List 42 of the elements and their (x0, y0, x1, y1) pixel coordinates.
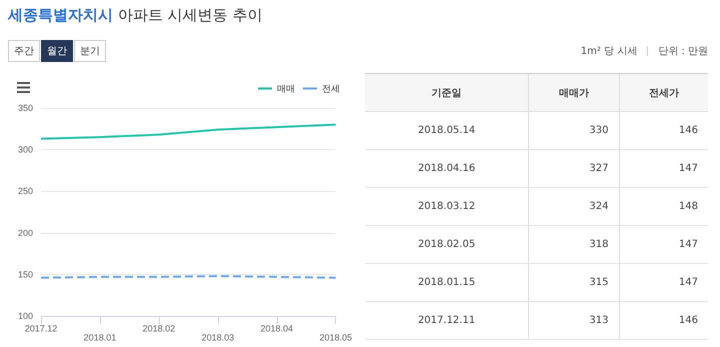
text: 1m² 당 시세 (580, 46, 638, 57)
x-tick-label: 2017.12 (24, 324, 58, 334)
x-tick-label: 2018.03 (202, 332, 234, 342)
legend-label: 매매 (277, 84, 295, 94)
text: 327 (528, 150, 619, 188)
text: 147 (619, 150, 708, 188)
text: 기준일 (365, 74, 529, 112)
text: 2018.04.16 (365, 150, 529, 188)
y-tick-label: 100 (18, 311, 33, 321)
text: 318 (528, 226, 619, 264)
text: 2018.01.15 (365, 264, 529, 302)
y-tick-label: 300 (18, 144, 33, 155)
text: 315 (528, 264, 619, 302)
x-tick-label: 2018.05 (319, 332, 352, 342)
line-series (40, 124, 337, 140)
text: 2018.05.14 (365, 112, 529, 150)
text: 148 (619, 188, 708, 226)
text: 147 (619, 264, 708, 302)
text: 2017.12.11 (365, 302, 529, 340)
text: 330 (528, 112, 619, 150)
text: 313 (528, 302, 619, 340)
x-tick-label: 2018.01 (84, 332, 116, 342)
text: 단위 : 만원 (658, 46, 708, 57)
text: 2018.03.12 (365, 188, 529, 226)
y-tick-label: 200 (18, 228, 33, 238)
x-tick-label: 2018.04 (260, 324, 294, 334)
text: 분기 (74, 40, 106, 62)
x-tick-label: 2018.02 (142, 324, 176, 334)
text: 146 (619, 112, 708, 150)
text: 매매가 (528, 74, 619, 112)
chart-title: 세종특별자치시 아파트 시세변동 추이 (8, 6, 262, 25)
text: 월간 (41, 40, 73, 62)
text: 146 (619, 302, 708, 340)
legend-label: 전세 (322, 84, 340, 94)
y-tick-label: 250 (18, 186, 33, 196)
text: 2018.02.05 (365, 226, 529, 264)
text: 147 (619, 226, 708, 264)
text: 주간 (8, 40, 40, 62)
y-tick-label: 350 (18, 103, 33, 113)
y-tick-label: 150 (18, 269, 33, 280)
text: 전세가 (619, 74, 708, 112)
text: 324 (528, 188, 619, 226)
